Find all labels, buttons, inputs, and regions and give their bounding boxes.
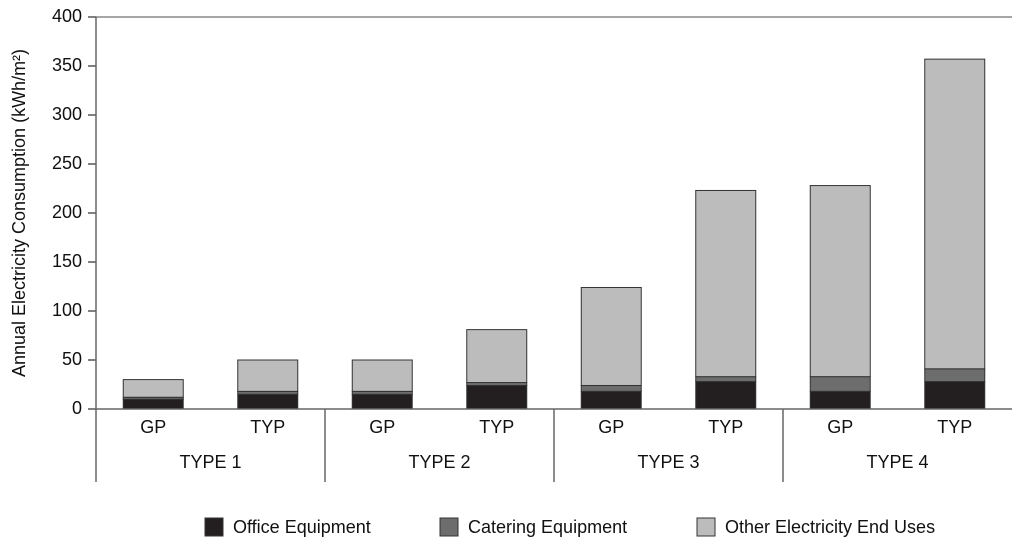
- y-axis-label: Annual Electricity Consumption (kWh/m²): [9, 49, 29, 377]
- bar-segment: [580, 384, 642, 392]
- bar-segment: [351, 393, 413, 410]
- bar-segment: [351, 359, 413, 392]
- x-tick-label: TYP: [479, 417, 514, 437]
- bar-segment: [809, 390, 871, 410]
- bar-segment: [122, 398, 184, 410]
- y-tick-label: 350: [52, 55, 82, 75]
- group-label: TYPE 4: [866, 452, 928, 472]
- bar-segment: [924, 381, 986, 410]
- bar-segment: [466, 384, 528, 410]
- bar-segment: [809, 185, 871, 378]
- y-tick-label: 150: [52, 251, 82, 271]
- group-label: TYPE 1: [179, 452, 241, 472]
- bar-segment: [580, 286, 642, 386]
- bar-segment: [122, 379, 184, 398]
- bar-segment: [695, 381, 757, 410]
- bar-segment: [237, 393, 299, 410]
- x-tick-label: TYP: [708, 417, 743, 437]
- bar-segment: [695, 376, 757, 383]
- x-tick-label: GP: [827, 417, 853, 437]
- legend-label: Other Electricity End Uses: [725, 517, 935, 537]
- legend-swatch: [696, 517, 716, 537]
- y-tick-label: 400: [52, 6, 82, 26]
- bar-segment: [237, 359, 299, 392]
- legend-swatch: [204, 517, 224, 537]
- x-tick-label: GP: [598, 417, 624, 437]
- x-tick-label: GP: [369, 417, 395, 437]
- legend-label: Catering Equipment: [468, 517, 627, 537]
- y-tick-label: 200: [52, 202, 82, 222]
- group-label: TYPE 3: [637, 452, 699, 472]
- y-tick-label: 100: [52, 300, 82, 320]
- legend-label: Office Equipment: [233, 517, 371, 537]
- x-tick-label: GP: [140, 417, 166, 437]
- bar-segment: [924, 58, 986, 370]
- legend-swatch: [439, 517, 459, 537]
- bar-segment: [924, 368, 986, 383]
- bar-segment: [695, 189, 757, 378]
- bar-segment: [580, 390, 642, 410]
- y-tick-label: 300: [52, 104, 82, 124]
- bar-segment: [809, 376, 871, 392]
- y-tick-label: 0: [72, 398, 82, 418]
- bar-segment: [466, 329, 528, 384]
- group-label: TYPE 2: [408, 452, 470, 472]
- x-tick-label: TYP: [250, 417, 285, 437]
- x-tick-label: TYP: [937, 417, 972, 437]
- y-tick-label: 250: [52, 153, 82, 173]
- y-tick-label: 50: [62, 349, 82, 369]
